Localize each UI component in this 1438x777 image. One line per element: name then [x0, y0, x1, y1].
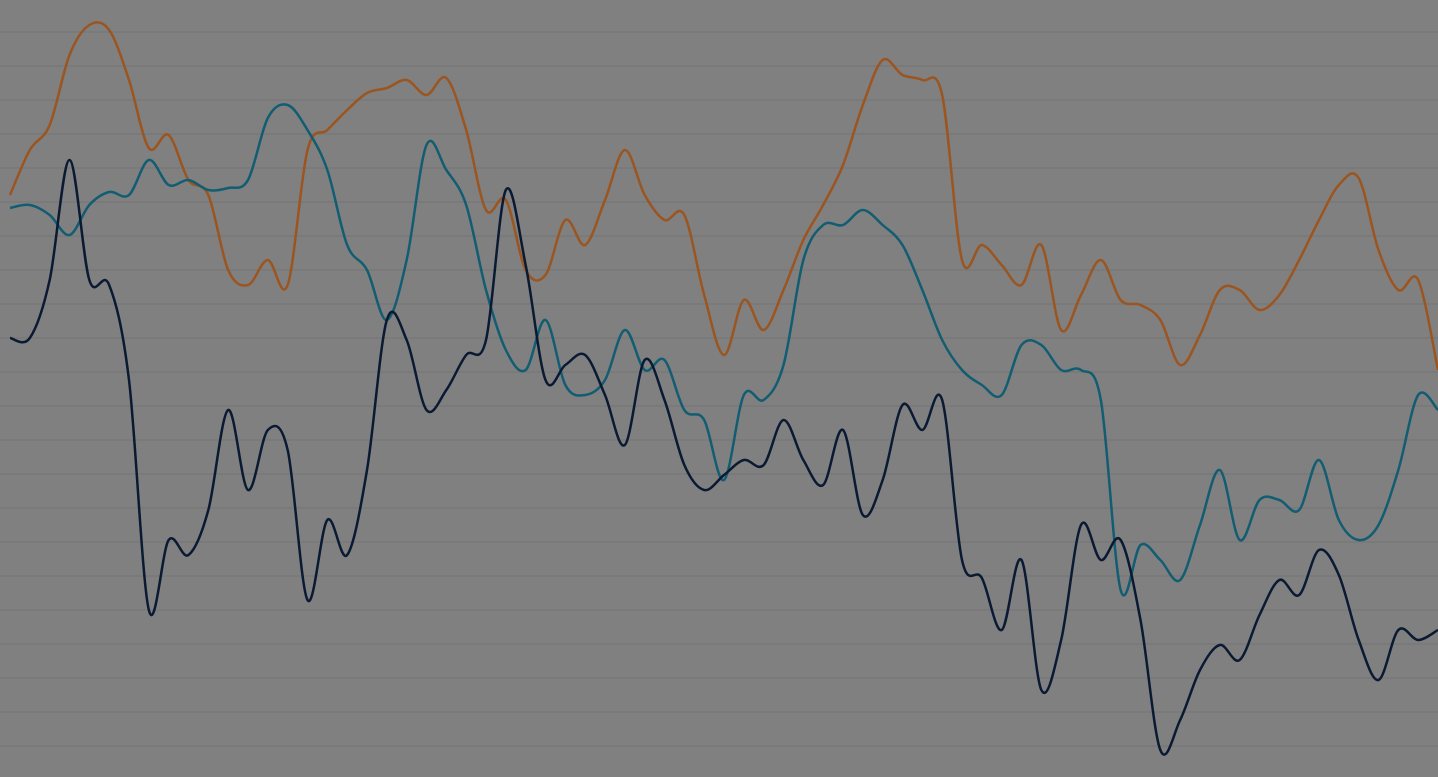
series-line: [9, 103, 1438, 597]
series-line: [8, 21, 1438, 371]
series-line: [9, 158, 1438, 756]
